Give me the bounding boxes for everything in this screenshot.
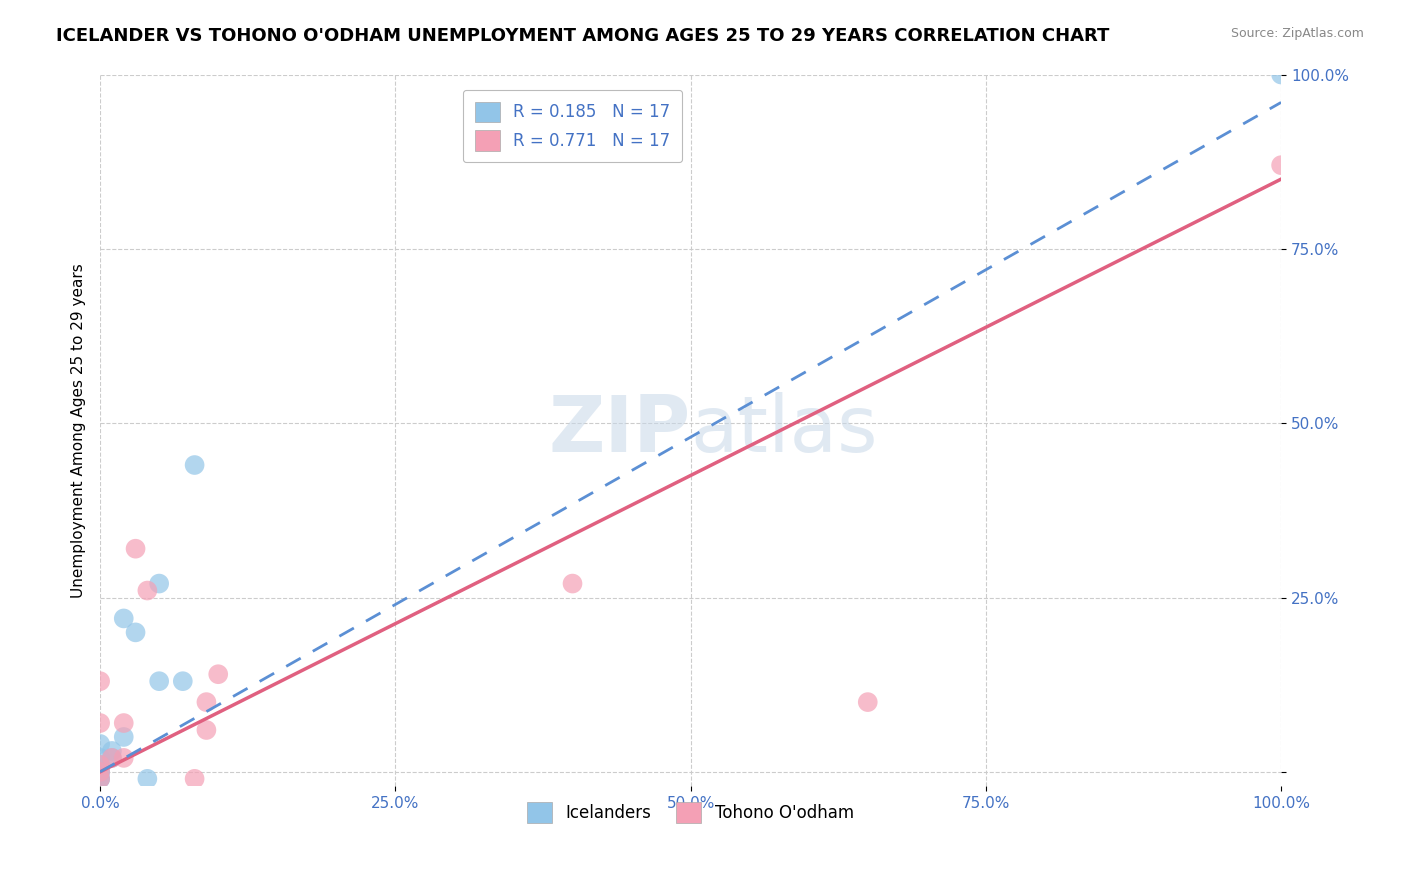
Text: atlas: atlas bbox=[690, 392, 879, 468]
Point bbox=[89, 757, 111, 772]
Point bbox=[89, 772, 111, 786]
Point bbox=[172, 674, 194, 689]
Point bbox=[89, 772, 111, 786]
Point bbox=[183, 458, 205, 472]
Point bbox=[89, 764, 111, 779]
Point bbox=[148, 576, 170, 591]
Point bbox=[89, 772, 111, 786]
Text: ICELANDER VS TOHONO O'ODHAM UNEMPLOYMENT AMONG AGES 25 TO 29 YEARS CORRELATION C: ICELANDER VS TOHONO O'ODHAM UNEMPLOYMENT… bbox=[56, 27, 1109, 45]
Point bbox=[89, 737, 111, 751]
Point bbox=[89, 751, 111, 765]
Text: Source: ZipAtlas.com: Source: ZipAtlas.com bbox=[1230, 27, 1364, 40]
Point bbox=[1270, 68, 1292, 82]
Point bbox=[856, 695, 879, 709]
Point bbox=[207, 667, 229, 681]
Point bbox=[183, 772, 205, 786]
Point bbox=[124, 541, 146, 556]
Point bbox=[89, 764, 111, 779]
Legend: Icelanders, Tohono O'odham: Icelanders, Tohono O'odham bbox=[516, 790, 866, 834]
Point bbox=[195, 695, 218, 709]
Point bbox=[561, 576, 583, 591]
Point bbox=[112, 730, 135, 744]
Point bbox=[148, 674, 170, 689]
Point bbox=[89, 716, 111, 731]
Point bbox=[89, 764, 111, 779]
Point bbox=[1270, 158, 1292, 172]
Point bbox=[101, 744, 124, 758]
Point bbox=[136, 772, 159, 786]
Text: ZIP: ZIP bbox=[548, 392, 690, 468]
Point bbox=[124, 625, 146, 640]
Point bbox=[112, 716, 135, 731]
Point bbox=[136, 583, 159, 598]
Point bbox=[89, 757, 111, 772]
Point bbox=[89, 674, 111, 689]
Y-axis label: Unemployment Among Ages 25 to 29 years: Unemployment Among Ages 25 to 29 years bbox=[72, 263, 86, 598]
Point bbox=[195, 723, 218, 737]
Point bbox=[112, 611, 135, 625]
Point bbox=[101, 751, 124, 765]
Point bbox=[112, 751, 135, 765]
Point bbox=[101, 751, 124, 765]
